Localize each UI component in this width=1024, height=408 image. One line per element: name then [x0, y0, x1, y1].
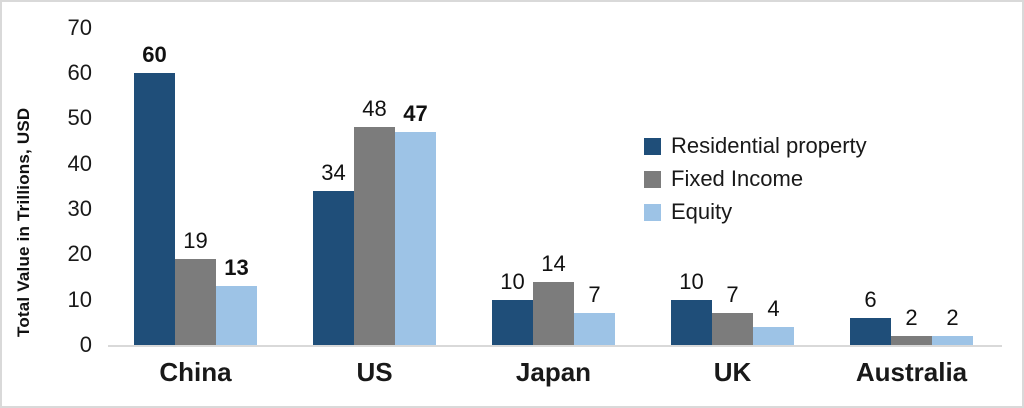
y-tick-label: 70	[67, 14, 92, 40]
x-category-label-china: China	[159, 357, 232, 387]
legend-label: Residential property	[671, 133, 867, 158]
bar-value-label: 47	[403, 100, 428, 126]
legend: Residential property Fixed Income Equity	[644, 135, 867, 223]
bar-uk-fixed-income	[712, 313, 753, 345]
bar-china-fixed-income	[175, 258, 216, 345]
bar-value-label: 34	[321, 159, 346, 185]
legend-swatch-icon	[644, 137, 661, 155]
y-tick-label: 40	[67, 150, 92, 176]
y-tick-label: 30	[67, 196, 92, 221]
y-tick-label: 60	[67, 60, 92, 85]
bar-us-residential-property	[313, 190, 354, 345]
bar-australia-equity	[932, 335, 973, 345]
legend-item: Fixed Income	[644, 168, 867, 190]
bar-value-label: 60	[142, 42, 167, 67]
bar-value-label: 7	[726, 282, 739, 308]
bar-value-label: 2	[946, 304, 959, 330]
bar-value-label: 2	[905, 304, 918, 330]
legend-label: Fixed Income	[671, 166, 804, 191]
bar-japan-fixed-income	[533, 281, 574, 345]
bar-australia-fixed-income	[891, 335, 932, 345]
bar-value-label: 6	[864, 286, 877, 312]
bar-china-equity	[216, 286, 257, 345]
y-tick-label: 10	[67, 286, 92, 312]
bar-value-label: 19	[183, 227, 208, 253]
bar-uk-equity	[753, 326, 794, 345]
y-tick-label: 20	[67, 241, 92, 267]
x-category-label-us: US	[356, 357, 393, 387]
bar-value-label: 48	[362, 96, 387, 122]
bar-australia-residential-property	[850, 317, 891, 345]
legend-swatch-icon	[644, 170, 661, 188]
legend-item: Equity	[644, 201, 867, 223]
x-axis-line	[108, 345, 1002, 347]
legend-label: Equity	[671, 199, 733, 224]
x-category-label-australia: Australia	[855, 357, 968, 387]
bar-value-label: 10	[679, 268, 704, 294]
bar-value-label: 14	[541, 250, 566, 276]
bar-uk-residential-property	[671, 299, 712, 345]
bar-value-label: 10	[500, 268, 525, 294]
bar-japan-residential-property	[492, 299, 533, 345]
bar-china-residential-property	[134, 73, 175, 345]
x-category-label-uk: UK	[713, 357, 752, 387]
bar-us-fixed-income	[354, 127, 395, 345]
bar-value-label: 13	[224, 255, 249, 281]
bar-japan-equity	[574, 313, 615, 345]
y-tick-label: 50	[67, 105, 92, 131]
x-category-label-japan: Japan	[515, 357, 592, 387]
y-tick-label: 0	[79, 332, 92, 357]
legend-swatch-icon	[644, 203, 661, 221]
bar-value-label: 4	[767, 295, 780, 321]
legend-item: Residential property	[644, 135, 867, 157]
bar-value-label: 7	[588, 282, 601, 308]
bar-us-equity	[395, 131, 436, 345]
